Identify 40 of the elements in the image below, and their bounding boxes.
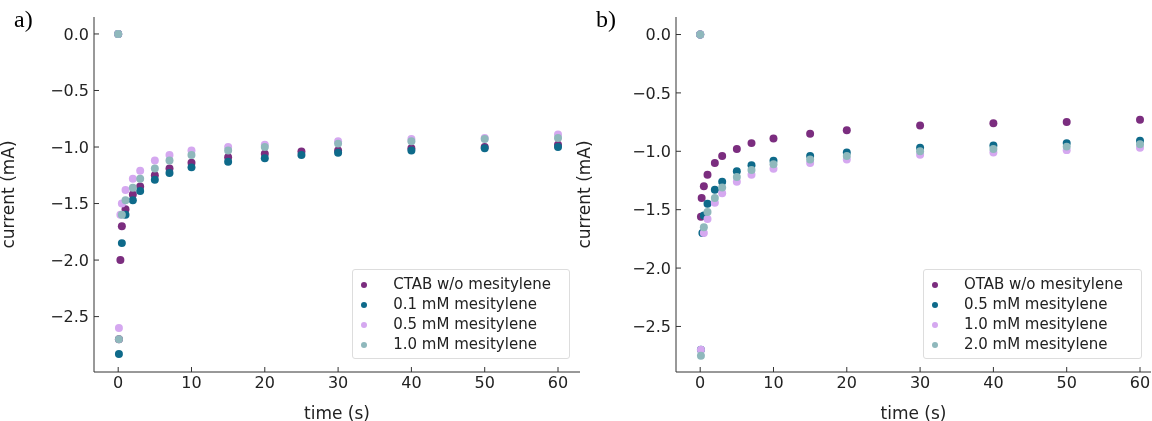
y-tick-label: −1.5 (50, 194, 89, 214)
y-axis-title: current (mA) (574, 140, 595, 249)
y-tick-label: −0.5 (632, 83, 671, 103)
legend-label: 1.0 mM mesitylene (963, 315, 1108, 333)
x-tick-label: 0 (113, 373, 124, 393)
x-tick-label: 60 (1129, 373, 1151, 393)
legend-label: 0.1 mM mesitylene (393, 295, 537, 313)
y-tick-label: −2.5 (50, 307, 89, 327)
legend-label: 2.0 mM mesitylene (963, 335, 1108, 353)
x-tick-label: 40 (401, 373, 422, 393)
legend-label: 0.5 mM mesitylene (393, 315, 537, 333)
x-tick-label: 50 (474, 373, 495, 393)
y-tick-label: −2.0 (632, 258, 671, 278)
x-tick-label: 30 (909, 373, 931, 393)
y-tick-label: −1.5 (632, 200, 671, 220)
y-tick-label: −2.5 (632, 317, 671, 337)
x-axis-title: time (s) (880, 403, 947, 421)
legend-label: CTAB w/o mesitylene (393, 275, 551, 293)
y-tick-label: −2.0 (50, 250, 89, 270)
y-tick-label: −1.0 (632, 141, 671, 161)
y-axis-title: current (mA) (0, 140, 19, 249)
x-tick-label: 40 (983, 373, 1004, 393)
y-tick-label: 0.0 (63, 24, 89, 44)
text: b) (596, 6, 616, 33)
x-tick-label: 0 (695, 373, 706, 393)
x-tick-label: 30 (327, 373, 349, 393)
x-tick-label: 60 (547, 373, 569, 393)
x-tick-label: 10 (763, 373, 784, 393)
legend-label: 0.5 mM mesitylene (963, 295, 1108, 313)
legend-label: OTAB w/o mesitylene (963, 275, 1123, 293)
y-tick-label: −1.0 (50, 137, 89, 157)
legend-label: 1.0 mM mesitylene (393, 335, 537, 353)
x-axis-title: time (s) (304, 403, 370, 421)
y-tick-label: −0.5 (50, 81, 89, 101)
x-tick-label: 50 (1056, 373, 1077, 393)
x-tick-label: 20 (836, 373, 857, 393)
y-tick-label: 0.0 (645, 25, 671, 45)
x-tick-label: 20 (254, 373, 275, 393)
text: a) (14, 6, 33, 33)
x-tick-label: 10 (181, 373, 202, 393)
